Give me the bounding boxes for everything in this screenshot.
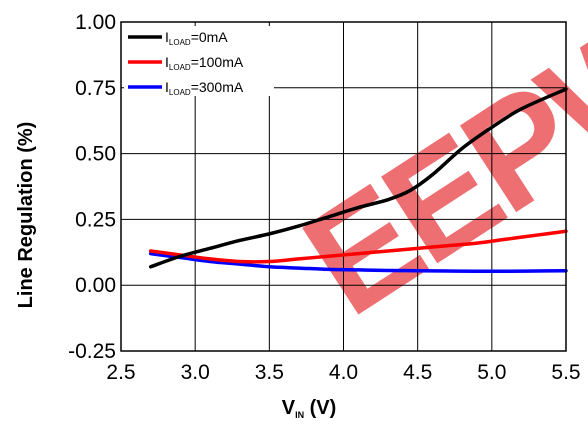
y-tick-label: 0.50 [75,143,116,166]
legend-label: ILOAD=300mA [165,79,244,97]
legend-label-rest: =0mA [191,29,229,45]
x-axis-title-unit: (V) [304,397,336,419]
y-tick-label: 1.00 [75,11,116,34]
legend-label-main: I [165,79,169,95]
y-tick-label: 0.00 [75,274,116,297]
x-tick-label: 4.5 [403,361,432,384]
series-line-0 [148,87,568,269]
x-tick-label: 2.5 [106,361,135,384]
legend-label-sub: LOAD [169,38,191,47]
legend-label: ILOAD=100mA [165,54,244,72]
x-tick-label: 5.5 [551,361,580,384]
legend-label-sub: LOAD [169,88,191,97]
series-line-2 [148,251,568,274]
plot-frame [120,21,567,352]
y-tick-label: 0.75 [75,77,116,100]
y-tick-labels: 1.00 0.75 0.50 0.25 0.00 -0.25 [68,11,116,363]
y-tick-label: -0.25 [68,340,116,363]
series-line-1 [148,229,568,264]
x-tick-label: 3.5 [255,361,284,384]
legend-label-sub: LOAD [169,63,191,72]
x-axis-title-main: V [282,397,296,419]
legend-label-main: I [165,29,169,45]
x-axis-title-sub: IN [295,410,304,420]
x-tick-label: 5.0 [477,361,506,384]
legend-label-rest: =300mA [191,79,244,95]
x-tick-labels: 2.5 3.0 3.5 4.0 4.5 5.0 5.5 [106,361,580,384]
x-tick-label: 3.0 [181,361,210,384]
series-lines [148,87,568,274]
y-tick-label: 0.25 [75,208,116,231]
y-axis-title: Line Regulation (%) [15,122,37,309]
x-axis-title: VIN (V) [282,397,337,420]
legend-label-rest: =100mA [191,54,244,70]
legend-label-main: I [165,54,169,70]
legend-label: ILOAD=0mA [165,29,228,47]
x-tick-label: 4.0 [329,361,358,384]
